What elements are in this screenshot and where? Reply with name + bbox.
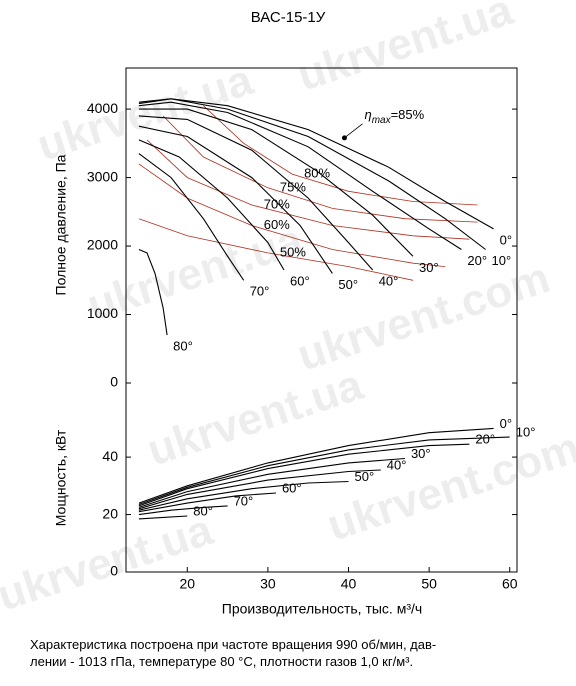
curve-label: 60% bbox=[264, 217, 290, 232]
annotation-sub: max bbox=[372, 114, 392, 125]
curve-label: 70° bbox=[234, 493, 254, 508]
curve-label: 50° bbox=[355, 469, 375, 484]
curve bbox=[138, 515, 188, 520]
curve bbox=[138, 480, 349, 511]
curve-label: 0° bbox=[500, 416, 512, 431]
watermark: ukrvent.com bbox=[322, 423, 576, 550]
curve bbox=[138, 98, 486, 250]
curve-label: 30° bbox=[411, 446, 431, 461]
watermark: ukrvent.ua bbox=[142, 360, 369, 476]
x-tick-label: 30 bbox=[260, 576, 276, 592]
curve-label: 80° bbox=[193, 503, 213, 518]
watermark: ukrvent.ua bbox=[292, 0, 519, 101]
curve bbox=[203, 105, 478, 206]
curve bbox=[138, 248, 168, 336]
curve bbox=[138, 101, 462, 250]
curve-label: 0° bbox=[500, 232, 512, 247]
y-tick-label: 4000 bbox=[87, 100, 118, 116]
x-tick-label: 40 bbox=[341, 576, 357, 592]
plot-frame bbox=[125, 67, 518, 573]
annotation-leader bbox=[344, 123, 363, 139]
curve bbox=[138, 469, 381, 510]
curve bbox=[138, 125, 333, 274]
curve bbox=[138, 218, 414, 281]
curve bbox=[138, 492, 277, 513]
curve-label: 20° bbox=[475, 432, 495, 447]
y-tick-label: 3000 bbox=[87, 168, 118, 184]
y-tick-label: 0 bbox=[110, 374, 118, 390]
curve bbox=[138, 457, 405, 508]
x-axis-label: Производительность, тыс. м³/ч bbox=[222, 601, 422, 617]
curve-label: 75% bbox=[280, 179, 306, 194]
curve-label: 10° bbox=[516, 424, 536, 439]
curve bbox=[138, 163, 446, 267]
curve-label: 70% bbox=[264, 196, 290, 211]
curve-label: 40° bbox=[379, 273, 399, 288]
annotation-symbol: η bbox=[364, 107, 371, 122]
caption-line: лении - 1013 гПа, температуре 80 °С, пло… bbox=[30, 654, 414, 669]
curve bbox=[138, 427, 494, 504]
curve-label: 80° bbox=[173, 339, 193, 354]
annotation: ηmax=85% bbox=[364, 107, 424, 125]
y-tick-label: 20 bbox=[102, 505, 118, 521]
chart-title: ВАС-15-1У bbox=[251, 9, 326, 26]
annotation-text: =85% bbox=[391, 107, 425, 122]
curve-label: 50% bbox=[280, 244, 306, 259]
y-tick-label: 40 bbox=[102, 448, 118, 464]
curve bbox=[138, 505, 228, 516]
x-tick-label: 50 bbox=[421, 576, 437, 592]
curve-label: 60° bbox=[290, 273, 310, 288]
curve bbox=[138, 153, 245, 281]
y-tick-label: 0 bbox=[110, 563, 118, 579]
y-axis-label: Мощность, кВт bbox=[53, 429, 69, 526]
curve-label: 70° bbox=[250, 284, 270, 299]
y-tick-label: 1000 bbox=[87, 305, 118, 321]
y-tick-label: 2000 bbox=[87, 237, 118, 253]
curve bbox=[138, 108, 414, 257]
caption: Характеристика построена при частоте вра… bbox=[30, 636, 560, 670]
x-tick-label: 60 bbox=[502, 576, 518, 592]
curve-label: 30° bbox=[419, 260, 439, 275]
x-tick-label: 20 bbox=[179, 576, 195, 592]
curve bbox=[138, 436, 510, 506]
curve-label: 20° bbox=[467, 253, 487, 268]
curve-label: 40° bbox=[387, 457, 407, 472]
curve bbox=[138, 115, 374, 271]
curve-label: 10° bbox=[492, 253, 512, 268]
caption-line: Характеристика построена при частоте вра… bbox=[30, 637, 437, 652]
watermark: ukrvent.ua bbox=[32, 55, 259, 171]
y-axis-label: Полное давление, Па bbox=[53, 154, 69, 295]
curve bbox=[138, 139, 285, 271]
curve bbox=[162, 115, 478, 223]
curve-label: 60° bbox=[282, 480, 302, 495]
curve bbox=[138, 443, 470, 507]
curve bbox=[146, 139, 470, 240]
curve-label: 50° bbox=[338, 277, 358, 292]
